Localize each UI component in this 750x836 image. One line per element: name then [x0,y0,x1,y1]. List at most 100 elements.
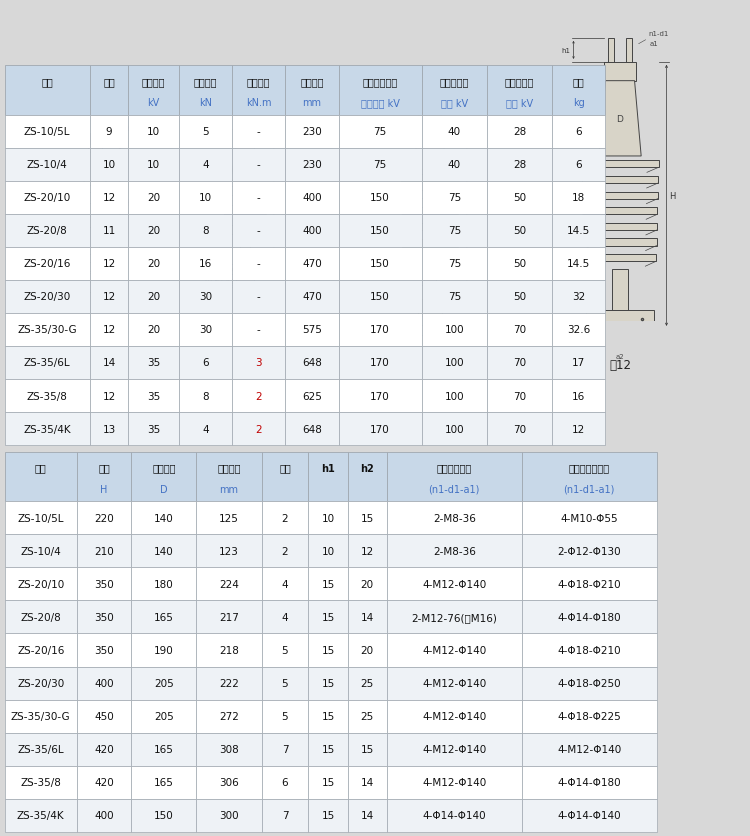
Bar [196,766,262,799]
Bar [4,215,90,247]
Bar [308,634,347,667]
Text: 350: 350 [94,645,114,655]
Bar [178,181,232,215]
Text: 30: 30 [199,292,211,302]
Bar [128,66,178,115]
Text: ZS-20/30: ZS-20/30 [17,678,64,688]
Bar [418,99,442,114]
Bar [402,207,458,215]
Bar [422,181,487,215]
Text: a2: a2 [91,275,99,281]
Bar [285,281,339,314]
Bar [90,413,128,446]
Text: 50: 50 [513,193,526,203]
Text: 图10: 图10 [234,295,256,308]
Bar [248,117,251,130]
Text: n2-d2: n2-d2 [396,306,416,312]
Text: 150: 150 [154,810,174,820]
Bar [584,239,656,247]
Bar [608,38,613,63]
Text: 重量: 重量 [573,77,585,87]
Text: 170: 170 [370,424,390,434]
Bar [308,667,347,700]
Bar [4,181,90,215]
Text: 4: 4 [282,612,288,622]
Text: 2-Φ12-Φ130: 2-Φ12-Φ130 [557,546,621,556]
Bar [262,568,308,601]
Text: 6: 6 [575,160,582,170]
Text: (n1-d1-a1): (n1-d1-a1) [563,484,615,494]
Bar [387,766,522,799]
Text: 爬电距离: 爬电距离 [300,77,324,87]
Bar [422,347,487,380]
Bar [131,700,196,733]
Text: -: - [256,292,260,302]
Text: 10: 10 [103,160,116,170]
Text: -: - [256,325,260,335]
Text: 弯曲强度: 弯曲强度 [194,77,217,87]
Bar [262,667,308,700]
Text: 230: 230 [302,160,322,170]
Text: 6: 6 [282,777,288,788]
Text: 12: 12 [572,424,586,434]
Text: 210: 210 [94,546,114,556]
Text: 4-M12-Φ140: 4-M12-Φ140 [422,744,487,754]
Bar [339,247,422,281]
Bar [522,700,656,733]
Bar [604,329,636,350]
Bar [236,130,254,140]
Bar [387,535,522,568]
Text: 7: 7 [282,810,288,820]
Bar [308,700,347,733]
Polygon shape [598,82,641,157]
Bar [339,115,422,149]
Text: 4-Φ14-Φ140: 4-Φ14-Φ140 [557,810,621,820]
Text: ZS-10/5L: ZS-10/5L [24,127,70,137]
Text: 224: 224 [219,579,239,589]
Text: 4-M12-Φ140: 4-M12-Φ140 [422,678,487,688]
Bar [285,314,339,347]
Bar [487,347,552,380]
Bar [4,601,77,634]
Text: D: D [160,484,168,494]
Text: 170: 170 [370,358,390,368]
Bar [552,347,605,380]
Text: 625: 625 [302,391,322,401]
Text: 15: 15 [321,579,334,589]
Bar [77,452,131,502]
Bar [522,799,656,832]
Bar [308,535,347,568]
Text: 2: 2 [255,424,262,434]
Text: 50: 50 [513,259,526,269]
Bar [522,667,656,700]
Text: 下部分安装尺寸: 下部分安装尺寸 [568,463,610,473]
Text: 18: 18 [572,193,586,203]
Bar [422,66,487,115]
Text: 100: 100 [445,391,464,401]
Bar [285,247,339,281]
Text: 35: 35 [147,424,160,434]
Bar [552,314,605,347]
Bar [128,149,178,181]
Text: n1-d1: n1-d1 [445,74,475,86]
Text: 12: 12 [102,292,116,302]
Text: 额定电压: 额定电压 [142,77,165,87]
Bar [178,413,232,446]
Text: 4-Φ18-Φ210: 4-Φ18-Φ210 [557,579,621,589]
Bar [552,66,605,115]
Text: 14: 14 [361,810,374,820]
Text: 20: 20 [147,325,160,335]
Bar [262,733,308,766]
Text: 123: 123 [219,546,239,556]
Bar [224,226,266,235]
Text: H: H [123,199,130,208]
Text: h1: h1 [562,48,571,54]
Bar [4,733,77,766]
Text: 4-Φ18-Φ250: 4-Φ18-Φ250 [557,678,621,688]
Text: ZS-10/5L: ZS-10/5L [17,513,64,523]
Text: 400: 400 [94,678,114,688]
Polygon shape [414,114,446,170]
Bar [487,66,552,115]
Bar [552,215,605,247]
Text: 25: 25 [361,678,374,688]
